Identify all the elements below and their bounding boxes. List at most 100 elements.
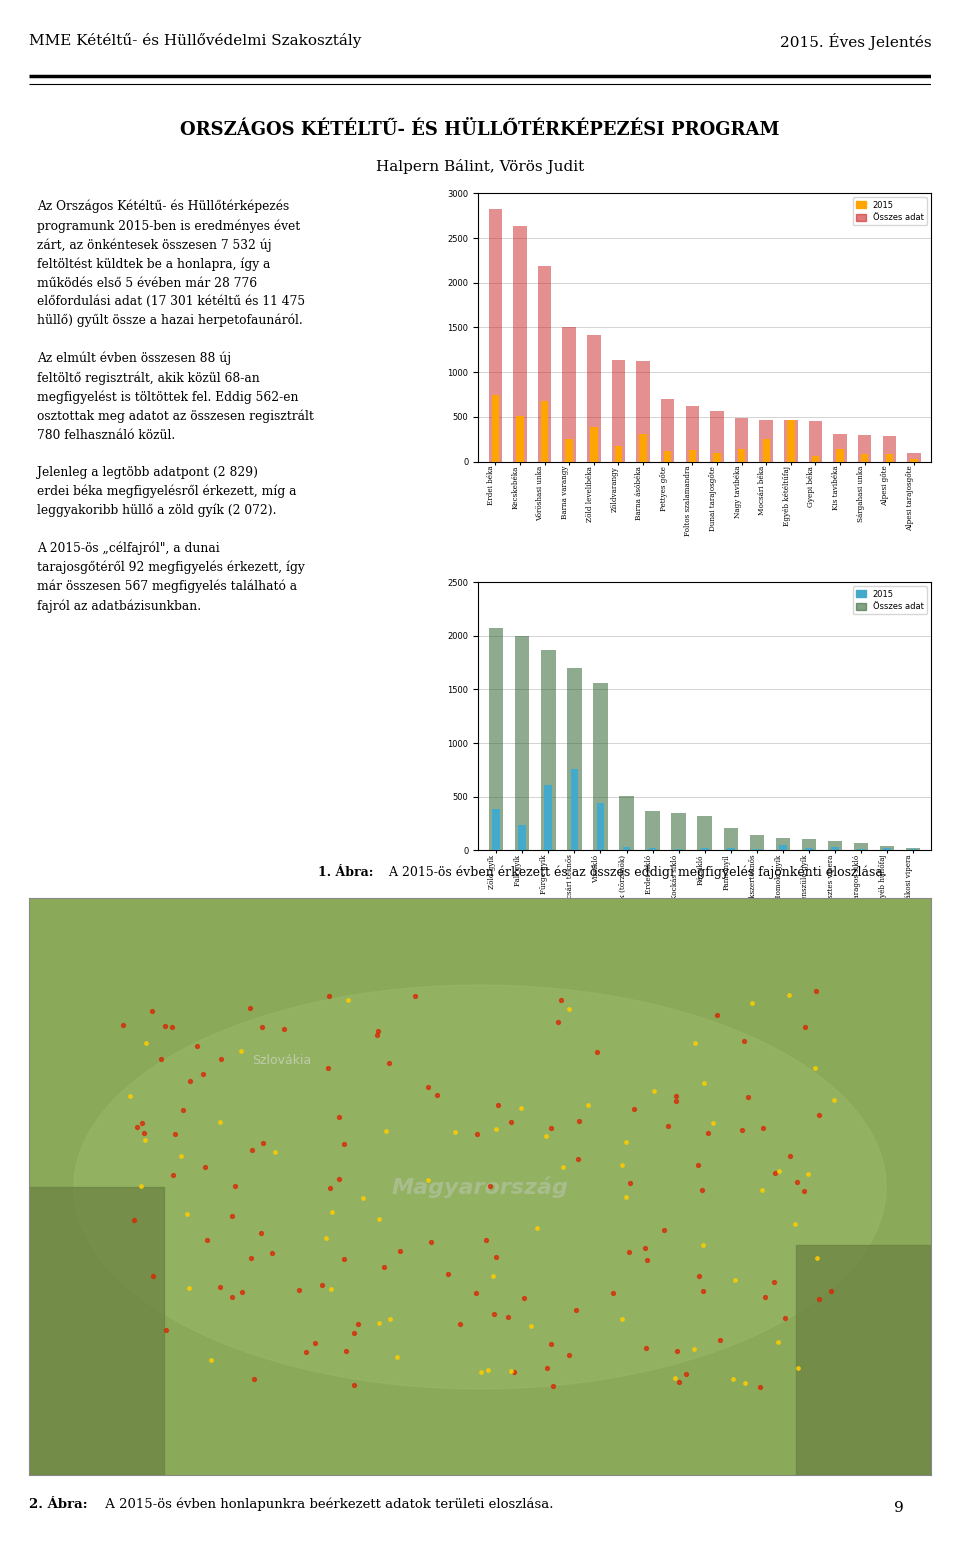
Point [696,1233,711,1258]
Bar [639,435,647,461]
Bar [516,416,523,461]
Bar [701,849,708,850]
Point [423,1230,439,1255]
Point [740,1085,756,1110]
Point [200,1229,215,1254]
Point [797,1179,812,1204]
Point [709,1003,725,1028]
Bar [808,420,822,461]
Point [340,988,355,1013]
Point [696,1071,711,1096]
Point [176,1097,191,1122]
Point [754,1179,769,1204]
Point [267,1139,282,1164]
Point [408,983,423,1008]
Text: MME Kétéltű- és Hüllővédelmi Szakosztály: MME Kétéltű- és Hüllővédelmi Szakosztály [29,33,361,48]
Point [516,1286,532,1311]
Bar [612,359,625,461]
Point [756,1116,771,1141]
Point [254,1014,270,1039]
Point [136,1121,152,1146]
Point [318,1225,333,1250]
Point [626,1097,641,1122]
Point [489,1118,504,1143]
Bar [724,828,738,850]
Point [195,1061,210,1086]
Point [198,1155,213,1180]
Point [606,1280,621,1305]
Point [807,1055,823,1080]
Point [787,1211,803,1236]
Text: 9: 9 [895,1500,904,1515]
Point [827,1088,842,1113]
Point [614,1152,630,1177]
Point [538,1124,553,1149]
Point [800,1161,815,1186]
Point [543,1332,559,1357]
Bar [565,439,573,461]
Bar [836,449,844,461]
Point [481,1358,496,1383]
Point [167,1122,182,1147]
Point [589,1039,605,1064]
Point [622,1239,637,1264]
Point [668,1083,684,1108]
Point [382,1050,397,1075]
Point [726,1366,741,1391]
Point [706,1110,721,1135]
Point [478,1229,493,1254]
Point [392,1238,407,1263]
Point [782,1144,798,1169]
Point [276,1016,292,1041]
Point [503,1358,518,1383]
Point [685,1336,701,1361]
Point [189,1033,204,1058]
Point [638,1335,654,1360]
Point [669,1339,684,1364]
Point [757,1285,773,1310]
Point [491,1093,506,1118]
Text: 2015. Éves Jelentés: 2015. Éves Jelentés [780,33,931,50]
Text: A 2015-ös évben honlapunkra beérkezett adatok területi eloszlása.: A 2015-ös évben honlapunkra beérkezett a… [101,1497,554,1511]
Point [213,1046,228,1071]
Point [468,1121,484,1146]
Point [678,1361,693,1386]
Text: ORSZÁGOS KÉTÉLTŰ- ÉS HÜLLŐTÉRKÉPEZÉSI PROGRAM: ORSZÁGOS KÉTÉLTŰ- ÉS HÜLLŐTÉRKÉPEZÉSI PR… [180,122,780,139]
Point [224,1204,239,1229]
Bar [796,1244,931,1475]
Bar [750,835,764,850]
Point [790,1169,805,1194]
Point [234,1280,250,1305]
Bar [861,455,869,461]
Bar [710,411,724,461]
Bar [645,811,660,850]
Point [324,1277,339,1302]
Text: Magyarország: Magyarország [392,1177,568,1197]
Point [808,978,824,1003]
Point [646,1078,661,1103]
Bar [593,683,608,850]
Point [468,1280,483,1305]
Bar [492,808,500,850]
Bar [544,785,552,850]
Bar [563,327,576,461]
Point [204,1347,219,1372]
Point [581,1093,596,1118]
Point [369,1022,384,1047]
Point [489,1246,504,1271]
Point [157,1013,173,1038]
Bar [727,849,734,850]
Point [772,1158,787,1183]
Point [144,999,159,1024]
Point [336,1247,351,1272]
Point [483,1174,498,1199]
Point [568,1297,584,1322]
Bar [853,844,868,850]
Point [571,1147,587,1172]
Point [766,1269,781,1294]
Point [331,1168,347,1193]
Bar [831,847,839,850]
Bar [776,838,790,850]
Point [781,982,797,1007]
Bar [514,225,527,461]
